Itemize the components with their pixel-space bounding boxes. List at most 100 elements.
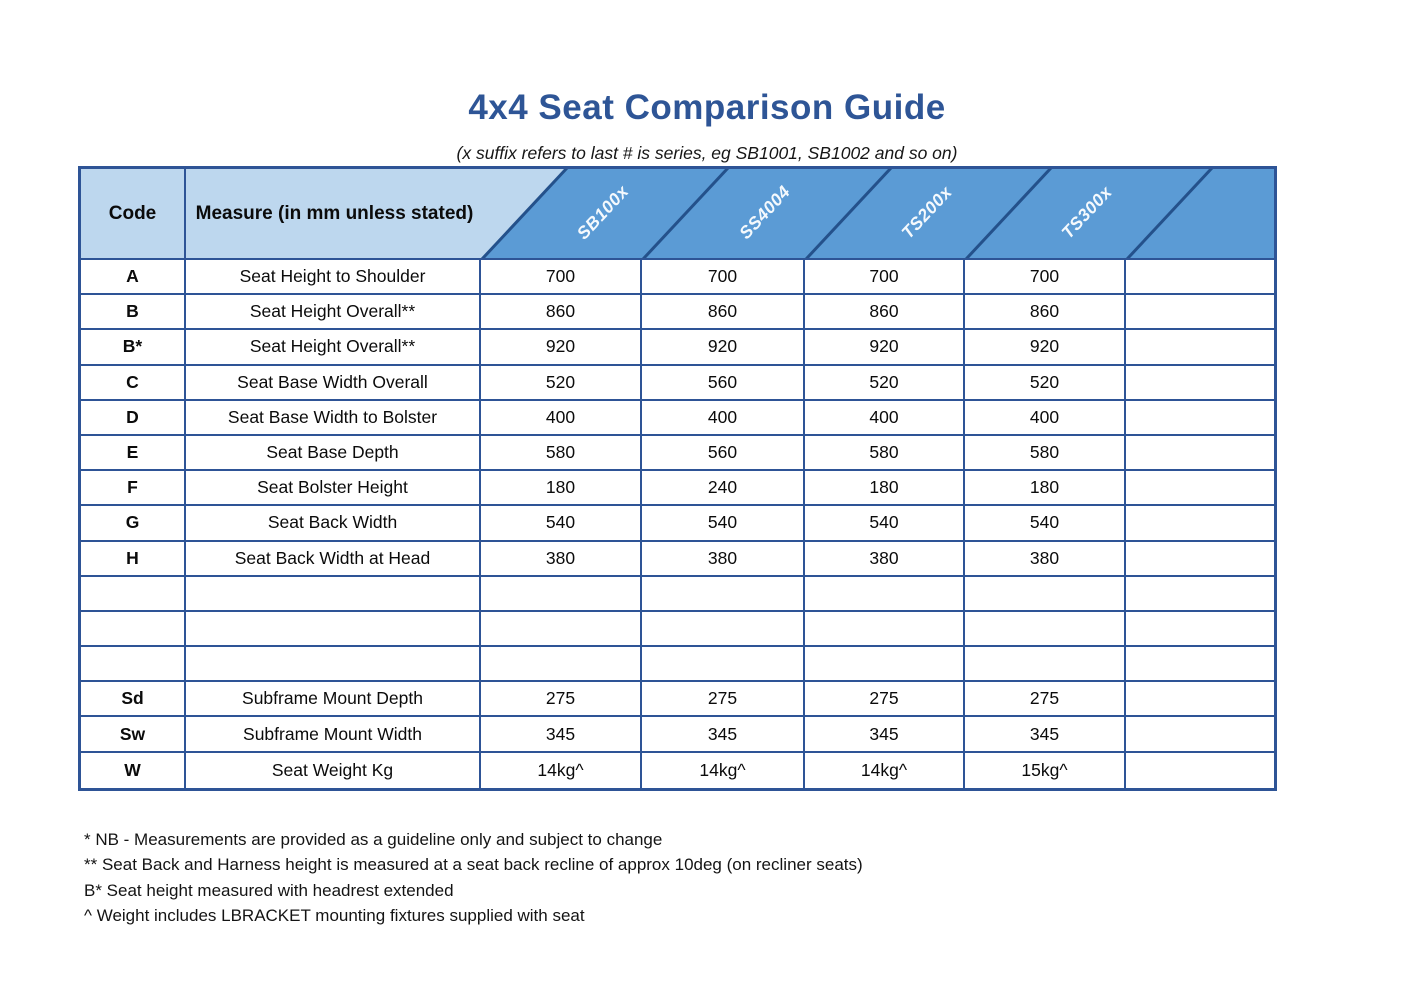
- value-cell: 15kg^: [965, 752, 1126, 788]
- value-cell: [805, 576, 965, 612]
- code-cell: W: [81, 752, 186, 788]
- value-cell: 400: [481, 400, 642, 436]
- code-cell: B: [81, 295, 186, 331]
- value-cell: 700: [642, 260, 805, 296]
- value-cell: 560: [642, 365, 805, 401]
- value-cell: [1126, 542, 1274, 577]
- value-cell: 920: [805, 330, 965, 366]
- value-cell: [1126, 612, 1274, 648]
- value-cell: [481, 611, 642, 648]
- value-cell: 345: [481, 717, 642, 753]
- value-cell: 275: [805, 682, 965, 718]
- value-cell: [1126, 260, 1274, 296]
- code-cell: C: [81, 365, 186, 401]
- value-cell: 540: [481, 506, 642, 542]
- value-cell: 275: [642, 682, 805, 718]
- value-cell: 580: [965, 435, 1126, 472]
- code-cell: F: [81, 471, 186, 507]
- code-cell: B*: [81, 330, 186, 366]
- value-cell: 520: [805, 365, 965, 401]
- value-cell: [1126, 401, 1274, 436]
- value-cell: [481, 576, 642, 612]
- value-cell: 860: [642, 295, 805, 331]
- measure-cell: Subframe Mount Depth: [186, 682, 481, 718]
- value-cell: 180: [805, 471, 965, 507]
- value-cell: 240: [642, 471, 805, 507]
- measure-cell: Seat Height to Shoulder: [186, 260, 481, 296]
- value-cell: 380: [805, 541, 965, 577]
- measure-cell: Seat Base Width to Bolster: [186, 400, 481, 436]
- value-cell: 400: [965, 400, 1126, 436]
- value-cell: [1126, 506, 1274, 542]
- value-cell: 920: [965, 330, 1126, 366]
- value-cell: 400: [805, 400, 965, 436]
- value-cell: [965, 611, 1126, 648]
- value-cell: [481, 647, 642, 683]
- value-cell: 560: [642, 435, 805, 472]
- measure-cell: [186, 576, 481, 612]
- measure-cell: Seat Height Overall**: [186, 295, 481, 331]
- value-cell: 700: [805, 260, 965, 296]
- value-cell: 540: [965, 506, 1126, 542]
- value-cell: 275: [481, 682, 642, 718]
- measure-cell: Seat Height Overall**: [186, 330, 481, 366]
- value-cell: 700: [965, 260, 1126, 296]
- measure-cell: Subframe Mount Width: [186, 717, 481, 753]
- value-cell: [1126, 471, 1274, 507]
- value-cell: 14kg^: [805, 752, 965, 788]
- code-cell: G: [81, 506, 186, 542]
- code-cell: Sw: [81, 717, 186, 753]
- footnotes: * NB - Measurements are provided as a gu…: [84, 827, 863, 929]
- value-cell: 860: [805, 295, 965, 331]
- table-body: A Seat Height to Shoulder 700 700 700 700 B Sea…: [81, 260, 1274, 788]
- code-cell: Sd: [81, 682, 186, 718]
- page-subtitle: (x suffix refers to last # is series, eg…: [456, 143, 958, 163]
- footnote: * NB - Measurements are provided as a gu…: [84, 830, 663, 849]
- measure-cell: Seat Back Width: [186, 506, 481, 542]
- value-cell: 540: [642, 506, 805, 542]
- code-cell: E: [81, 435, 186, 472]
- value-cell: [805, 611, 965, 648]
- measure-cell: Seat Back Width at Head: [186, 541, 481, 577]
- table-header-row: Code Measure (in mm unless stated) SB100…: [81, 169, 1274, 260]
- measure-cell: Seat Weight Kg: [186, 752, 481, 788]
- comparison-table: Code Measure (in mm unless stated) SB100…: [78, 166, 1277, 791]
- value-cell: 345: [642, 717, 805, 753]
- measure-cell: [186, 647, 481, 683]
- value-cell: [642, 647, 805, 683]
- value-cell: 520: [481, 365, 642, 401]
- code-cell: [81, 576, 186, 612]
- value-cell: 580: [805, 435, 965, 472]
- code-cell: D: [81, 400, 186, 436]
- value-cell: [1126, 436, 1274, 472]
- header-measure: Measure (in mm unless stated): [195, 202, 474, 224]
- page-title: 4x4 Seat Comparison Guide: [468, 88, 946, 127]
- value-cell: 380: [965, 541, 1126, 577]
- measure-cell: Seat Bolster Height: [186, 471, 481, 507]
- value-cell: [1126, 717, 1274, 753]
- value-cell: [1126, 577, 1274, 612]
- code-cell: [81, 647, 186, 683]
- value-cell: 14kg^: [481, 752, 642, 788]
- measure-cell: Seat Base Width Overall: [186, 365, 481, 401]
- value-cell: 14kg^: [642, 752, 805, 788]
- measure-cell: [186, 611, 481, 648]
- value-cell: 540: [805, 506, 965, 542]
- value-cell: 180: [481, 471, 642, 507]
- header-code: Code: [81, 169, 186, 258]
- value-cell: 380: [642, 541, 805, 577]
- value-cell: 520: [965, 365, 1126, 401]
- value-cell: [965, 576, 1126, 612]
- code-cell: H: [81, 541, 186, 577]
- value-cell: 345: [965, 717, 1126, 753]
- value-cell: [1126, 330, 1274, 366]
- value-cell: 920: [481, 330, 642, 366]
- value-cell: 700: [481, 260, 642, 296]
- measure-cell: Seat Base Depth: [186, 435, 481, 472]
- code-cell: A: [81, 260, 186, 296]
- footnote: ^ Weight includes LBRACKET mounting fixt…: [84, 906, 585, 926]
- value-cell: 345: [805, 717, 965, 753]
- value-cell: [965, 647, 1126, 683]
- value-cell: 180: [965, 471, 1126, 507]
